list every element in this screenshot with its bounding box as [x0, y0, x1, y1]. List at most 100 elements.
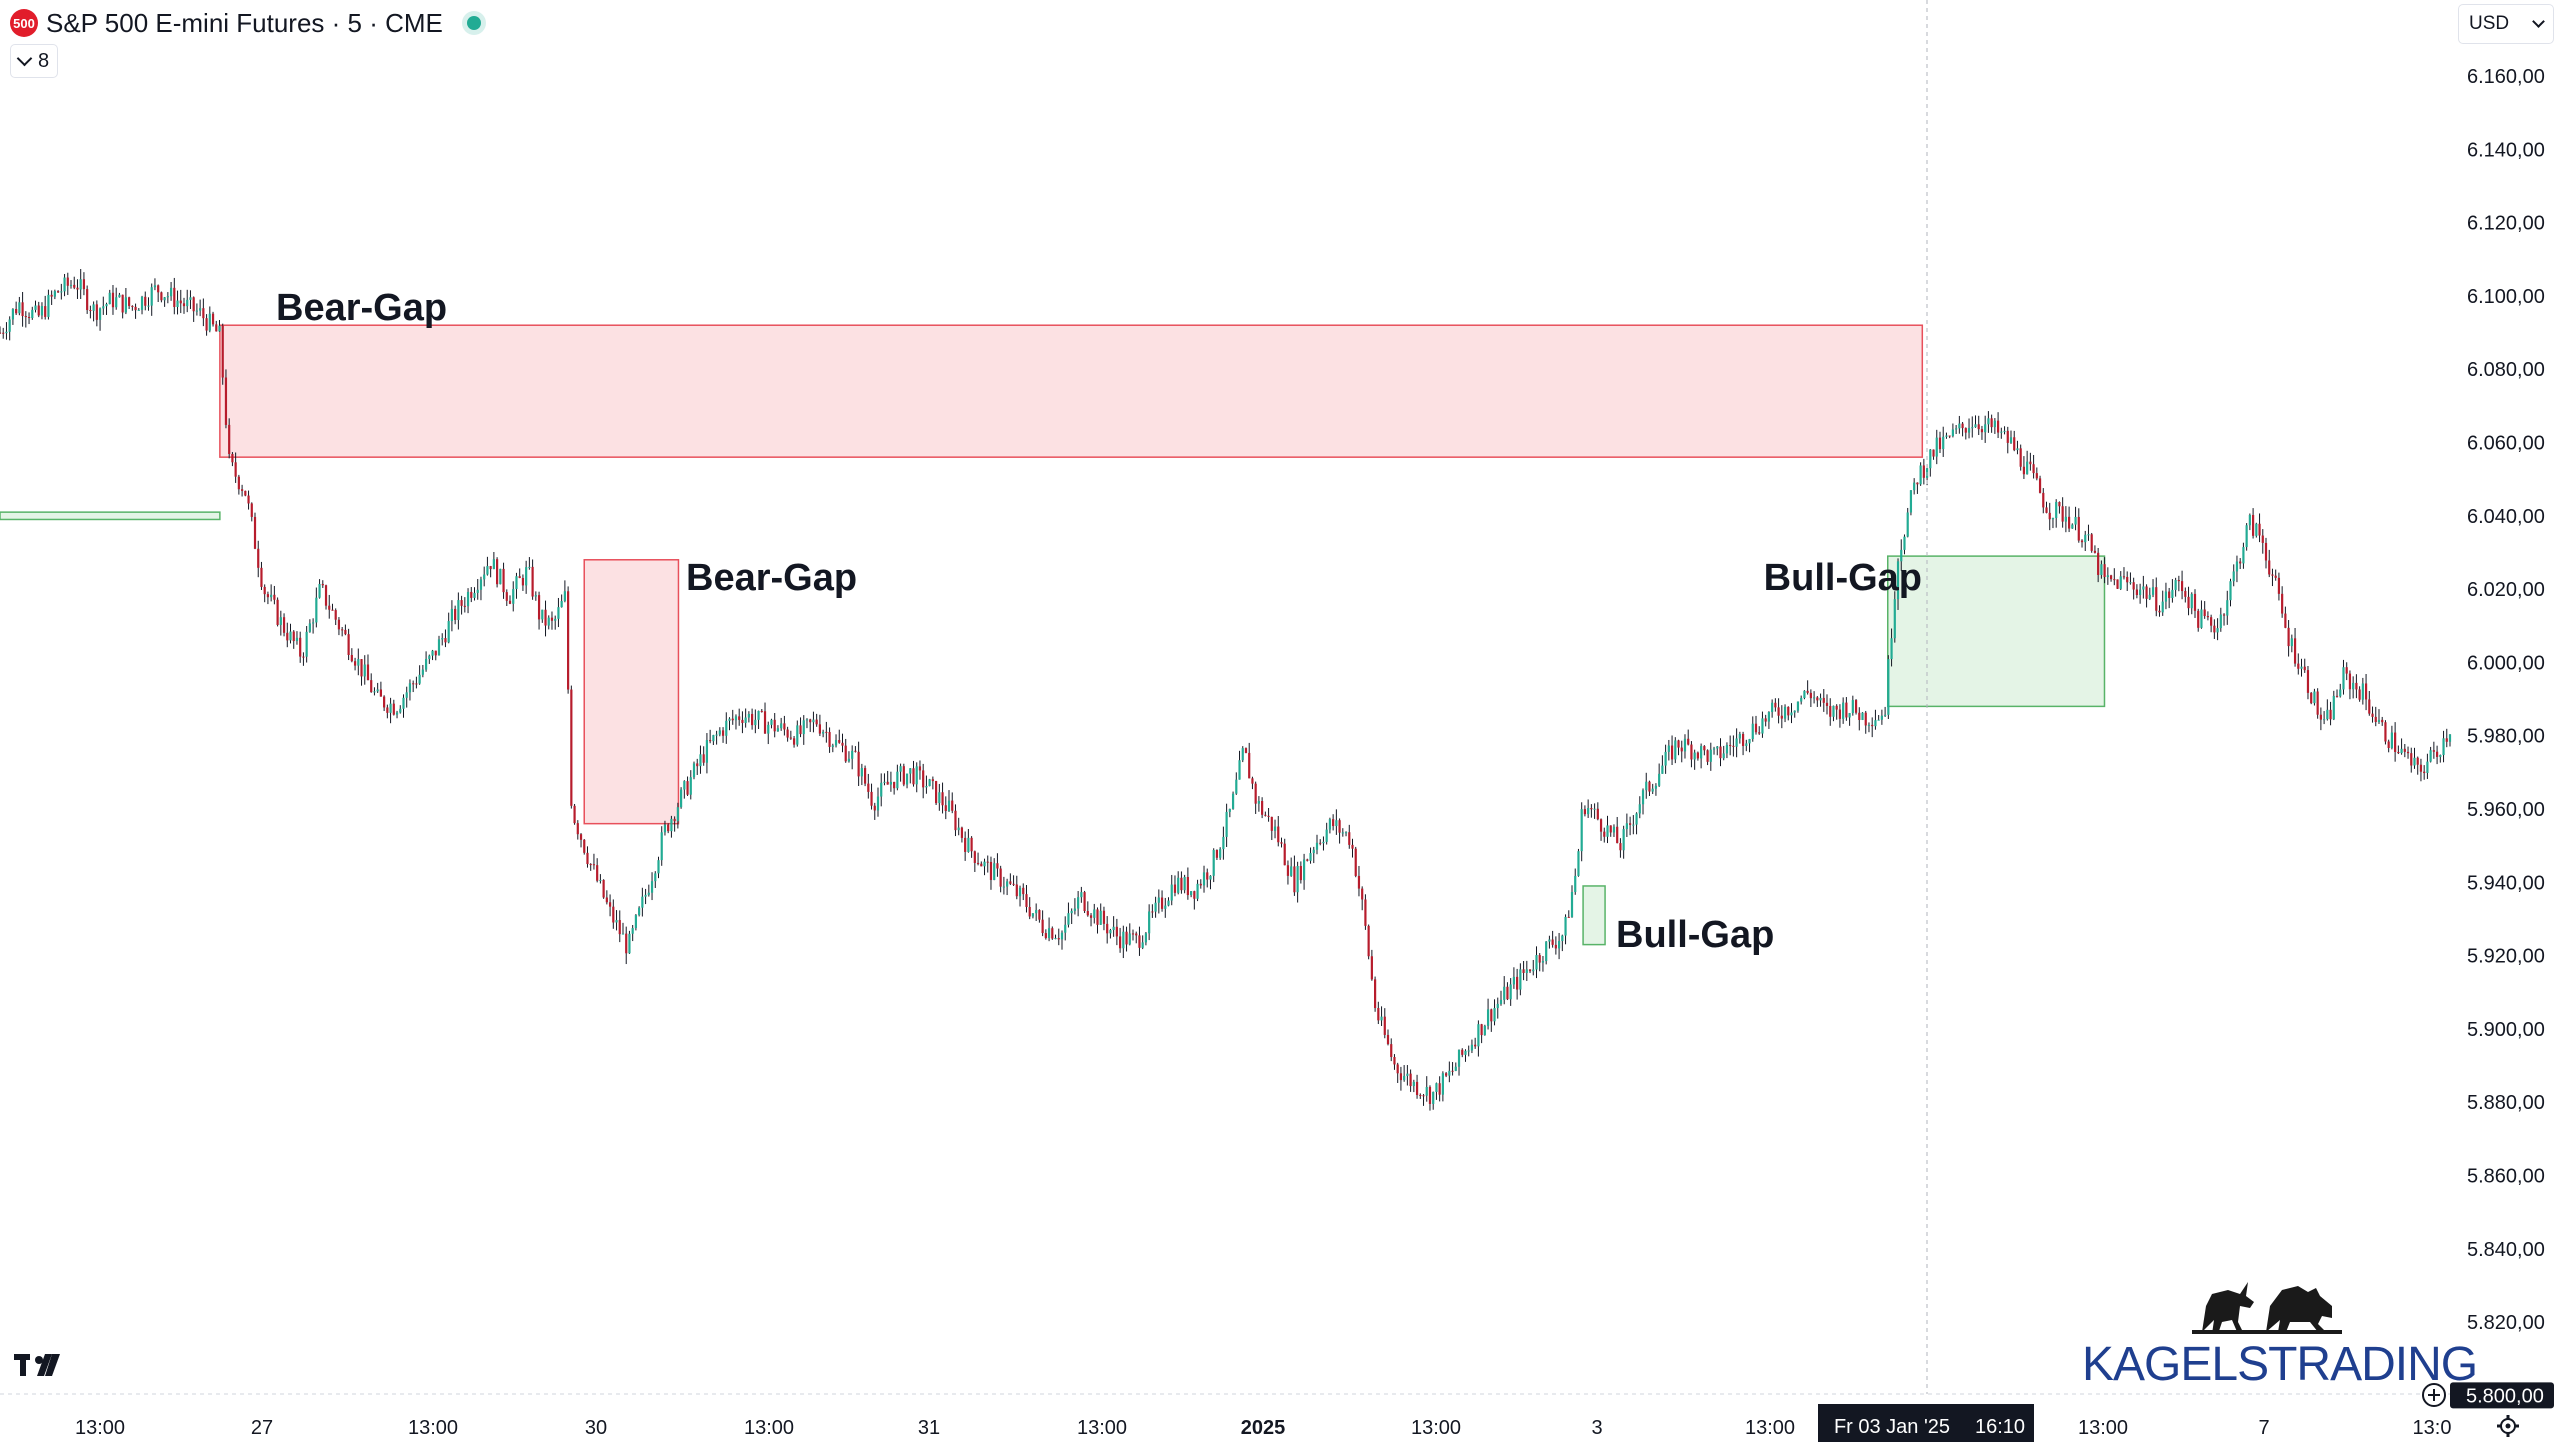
candle: [876, 787, 880, 817]
candle: [586, 846, 589, 868]
candle: [2203, 601, 2206, 619]
candle: [1958, 415, 1961, 434]
prior-bull-level-zone[interactable]: [0, 511, 221, 521]
candle: [1354, 846, 1357, 878]
price-tick-label: 6.060,00: [2467, 433, 2545, 455]
candle: [702, 746, 705, 766]
candle: [809, 718, 812, 732]
candle: [1135, 931, 1138, 944]
candle: [1806, 680, 1809, 695]
kagelstrading-watermark: KAGELSTRADING: [2082, 1272, 2478, 1392]
candle: [980, 861, 983, 867]
candle: [2342, 659, 2345, 695]
symbol-title[interactable]: S&P 500 E-mini Futures · 5 · CME: [46, 7, 443, 38]
candle: [1299, 861, 1302, 884]
candle: [1619, 838, 1622, 858]
candle: [1932, 449, 1935, 460]
candle: [115, 287, 118, 310]
candle: [751, 708, 754, 730]
bear-gap-zone[interactable]: [219, 324, 1924, 458]
candle: [515, 572, 518, 599]
candle: [786, 726, 789, 742]
candle: [2394, 722, 2397, 762]
candle: [2290, 634, 2293, 653]
candle: [2297, 653, 2300, 675]
candle: [1173, 875, 1177, 897]
zoom-in-icon[interactable]: [2422, 1383, 2446, 1407]
candle: [1280, 837, 1283, 848]
candle: [1667, 739, 1670, 761]
candle: [1896, 558, 1900, 610]
candle: [1141, 935, 1144, 950]
time-tick-label: 13:00: [75, 1417, 125, 1439]
candle: [922, 763, 925, 799]
candle: [2429, 746, 2432, 763]
candle: [1222, 826, 1225, 860]
candle: [1687, 729, 1690, 746]
candle: [124, 288, 127, 315]
candle: [1758, 726, 1761, 735]
candle: [1035, 903, 1038, 922]
bear-gap-zone[interactable]: [583, 559, 680, 825]
candle: [893, 781, 896, 795]
time-tick-label: 3: [1591, 1417, 1602, 1439]
candle: [2042, 488, 2045, 514]
candle: [915, 762, 918, 793]
candle: [738, 708, 741, 726]
candle: [928, 778, 931, 787]
candle: [1793, 710, 1796, 718]
tradingview-logo-icon[interactable]: [14, 1352, 64, 1380]
candle: [1599, 818, 1603, 841]
candle: [1890, 628, 1893, 667]
candle: [40, 302, 44, 320]
candle: [1677, 739, 1680, 756]
candle: [1170, 874, 1173, 906]
candle: [2074, 506, 2077, 531]
candle: [1751, 716, 1754, 742]
candle: [131, 305, 134, 311]
candle: [328, 594, 331, 619]
brand-name: KAGELSTRADING: [2082, 1338, 2478, 1391]
candle: [1712, 746, 1716, 755]
candle: [412, 680, 415, 693]
time-tick-label: 31: [918, 1417, 940, 1439]
candle: [457, 592, 460, 630]
symbol-header[interactable]: 500 S&P 500 E-mini Futures · 5 · CME: [10, 6, 481, 40]
price-tick-label: 5.960,00: [2467, 799, 2545, 821]
currency-select[interactable]: USD: [2458, 4, 2554, 44]
candle: [1309, 847, 1312, 864]
candle: [754, 709, 757, 734]
candle: [654, 871, 657, 889]
settings-gear-icon[interactable]: [2496, 1414, 2520, 1438]
candle: [1096, 907, 1099, 934]
candle: [2200, 600, 2203, 629]
candle: [379, 681, 382, 697]
symbol-logo: 500: [10, 9, 38, 37]
candle: [50, 290, 53, 305]
candle: [1854, 699, 1858, 715]
candle: [257, 540, 260, 578]
candle: [1541, 955, 1545, 972]
candle: [1796, 701, 1800, 713]
candle: [1486, 998, 1490, 1030]
candle: [1419, 1093, 1422, 1099]
candle: [1248, 742, 1251, 779]
candle: [1225, 803, 1228, 847]
candle: [2158, 605, 2161, 617]
candle: [1632, 815, 1635, 835]
candle: [473, 587, 476, 601]
candle: [657, 856, 660, 879]
price-axis[interactable]: 6.160,00 6.140,00 6.120,00 6.100,00 6.080,00…: [2450, 66, 2554, 1409]
time-tick-label: 30: [585, 1417, 607, 1439]
candle: [589, 863, 592, 871]
bull-gap-zone[interactable]: [1582, 885, 1606, 946]
indicators-toggle-button[interactable]: 8: [10, 44, 59, 78]
candle: [1593, 803, 1596, 819]
candle: [1438, 1076, 1441, 1102]
time-axis[interactable]: 13:00 27 13:00 30 13:00 31 13:00 2025 13:00 3 13:0…: [0, 0, 2451, 1442]
candle: [160, 291, 163, 303]
bull-gap-label: Bull-Gap: [1616, 914, 1774, 956]
bull-gap-zone[interactable]: [1887, 555, 2106, 708]
candle: [1551, 930, 1554, 948]
